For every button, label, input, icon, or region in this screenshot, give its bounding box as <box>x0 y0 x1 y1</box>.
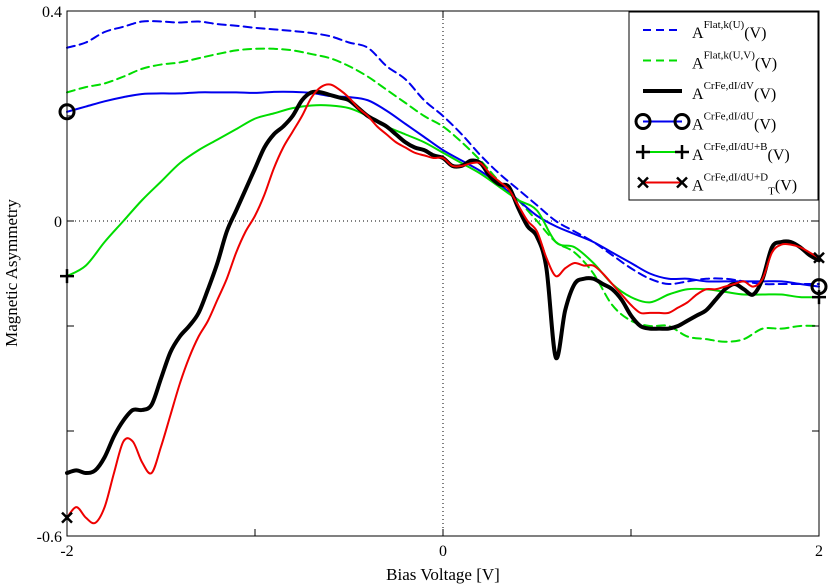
x-axis-title: Bias Voltage [V] <box>386 565 500 584</box>
y-tick-label: 0 <box>54 214 62 231</box>
series-line-6 <box>66 83 820 525</box>
legend-box <box>628 11 819 201</box>
legend-label-3: ACrFe,dI/dV(V) <box>692 80 776 103</box>
legend-marker-end-6 <box>676 176 688 189</box>
x-tick-label: -2 <box>60 543 73 560</box>
legend-label-5: ACrFe,dI/dU+B(V) <box>692 141 790 164</box>
series-line-1 <box>66 20 820 286</box>
ticks-layer: -2 0 2 -0.6 0 0.4 <box>37 4 823 560</box>
legend-marker-end-5 <box>675 145 689 159</box>
legend-marker-start-6 <box>637 176 649 189</box>
reference-lines <box>67 11 819 536</box>
y-axis-title: Magnetic Asymmetry <box>2 199 21 347</box>
legend-marker-end-4 <box>673 113 691 130</box>
series-line-4 <box>66 90 820 288</box>
legend: AFlat,k(U)(V) AFlat,k(U,V)(V) ACrFe,dI/dV(… <box>628 11 819 201</box>
series-line-5 <box>66 104 820 304</box>
y-tick-label: -0.6 <box>37 529 62 546</box>
y-tick-label: 0.4 <box>42 4 62 21</box>
series-line-2 <box>66 47 820 343</box>
legend-label-1: AFlat,k(U)(V) <box>692 19 766 42</box>
legend-marker-start-5 <box>636 145 650 159</box>
legend-label-6: ACrFe,dI/dU+DT(V) <box>692 172 797 198</box>
x-tick-label: 2 <box>815 543 823 560</box>
x-tick-label: 0 <box>439 543 447 560</box>
legend-marker-start-4 <box>634 113 652 130</box>
legend-label-4: ACrFe,dI/dU(V) <box>692 111 776 134</box>
legend-label-2: AFlat,k(U,V)(V) <box>692 50 777 73</box>
